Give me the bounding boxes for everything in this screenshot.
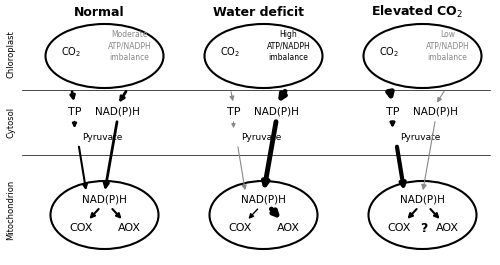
Text: AOX: AOX (118, 223, 141, 233)
Text: Elevated CO$_2$: Elevated CO$_2$ (372, 4, 464, 20)
Text: Chloroplast: Chloroplast (6, 30, 16, 78)
Text: TP: TP (227, 107, 240, 117)
Text: NAD(P)H: NAD(P)H (413, 107, 458, 117)
Text: NAD(P)H: NAD(P)H (400, 195, 445, 205)
Text: Pyruvate: Pyruvate (242, 134, 282, 143)
Text: CO$_2$: CO$_2$ (220, 45, 240, 59)
Text: AOX: AOX (436, 223, 459, 233)
Text: COX: COX (70, 223, 93, 233)
Text: CO$_2$: CO$_2$ (62, 45, 82, 59)
Text: Normal: Normal (74, 6, 125, 19)
Text: NAD(P)H: NAD(P)H (95, 107, 140, 117)
Text: High
ATP/NADPH
imbalance: High ATP/NADPH imbalance (266, 30, 310, 61)
Text: Water deficit: Water deficit (213, 6, 304, 19)
Text: Pyruvate: Pyruvate (82, 134, 123, 143)
Text: COX: COX (388, 223, 411, 233)
Text: TP: TP (68, 107, 81, 117)
Text: NAD(P)H: NAD(P)H (254, 107, 299, 117)
Text: Mitochondrion: Mitochondrion (6, 180, 16, 240)
Text: NAD(P)H: NAD(P)H (82, 195, 127, 205)
Text: Low
ATP/NADPH
imbalance: Low ATP/NADPH imbalance (426, 30, 470, 61)
Text: Moderate
ATP/NADPH
imbalance: Moderate ATP/NADPH imbalance (108, 30, 152, 61)
Text: COX: COX (229, 223, 252, 233)
Text: NAD(P)H: NAD(P)H (241, 195, 286, 205)
Text: Pyruvate: Pyruvate (400, 134, 441, 143)
Text: TP: TP (386, 107, 399, 117)
Text: CO$_2$: CO$_2$ (380, 45, 400, 59)
Text: Cytosol: Cytosol (6, 107, 16, 138)
Text: ?: ? (420, 222, 427, 235)
Text: AOX: AOX (277, 223, 300, 233)
